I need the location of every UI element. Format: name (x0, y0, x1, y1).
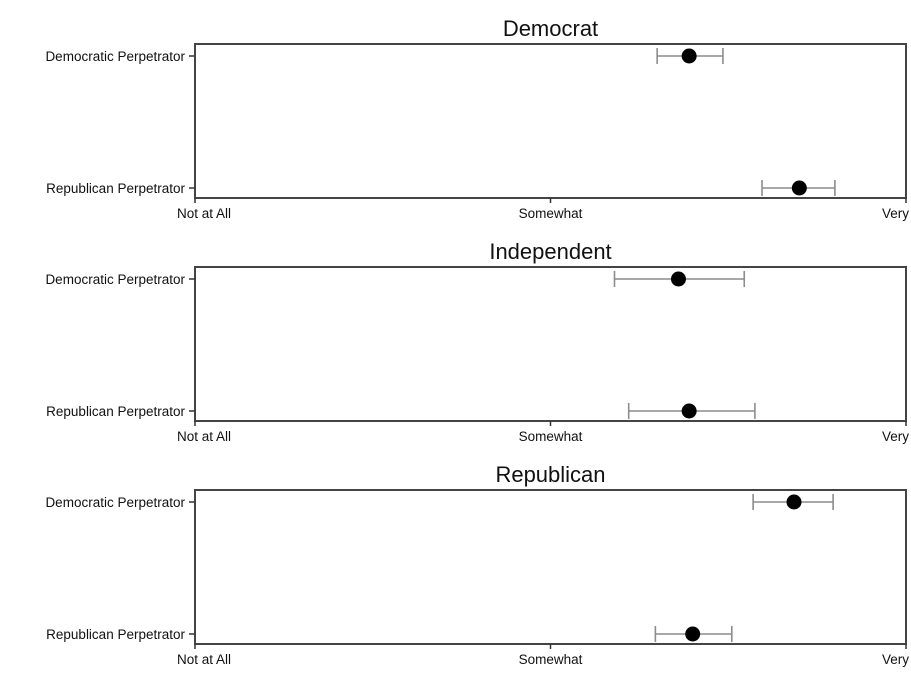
panel-title: Independent (489, 239, 611, 264)
data-point (685, 626, 701, 642)
x-tick-label: Not at All (177, 652, 231, 667)
x-tick-label: Not at All (177, 206, 231, 221)
plot-frame (194, 43, 907, 199)
x-tick-label: Very (882, 206, 909, 221)
category-label: Republican Perpetrator (46, 627, 185, 642)
x-tick-label: Very (882, 652, 909, 667)
category-label: Republican Perpetrator (46, 181, 185, 196)
x-tick-label: Not at All (177, 429, 231, 444)
plot-frame (194, 266, 907, 422)
data-point (681, 403, 697, 419)
x-tick-label: Somewhat (519, 206, 583, 221)
data-point (681, 48, 697, 64)
category-label: Republican Perpetrator (46, 404, 185, 419)
panel-title: Republican (495, 462, 605, 487)
x-tick-label: Somewhat (519, 652, 583, 667)
plot-frame (194, 489, 907, 645)
category-label: Democratic Perpetrator (45, 495, 185, 510)
data-point (786, 494, 802, 510)
data-point (670, 271, 686, 287)
data-point (791, 180, 807, 196)
x-tick-label: Somewhat (519, 429, 583, 444)
category-label: Democratic Perpetrator (45, 272, 185, 287)
panel-title: Democrat (503, 16, 598, 41)
x-tick-label: Very (882, 429, 909, 444)
category-label: Democratic Perpetrator (45, 49, 185, 64)
